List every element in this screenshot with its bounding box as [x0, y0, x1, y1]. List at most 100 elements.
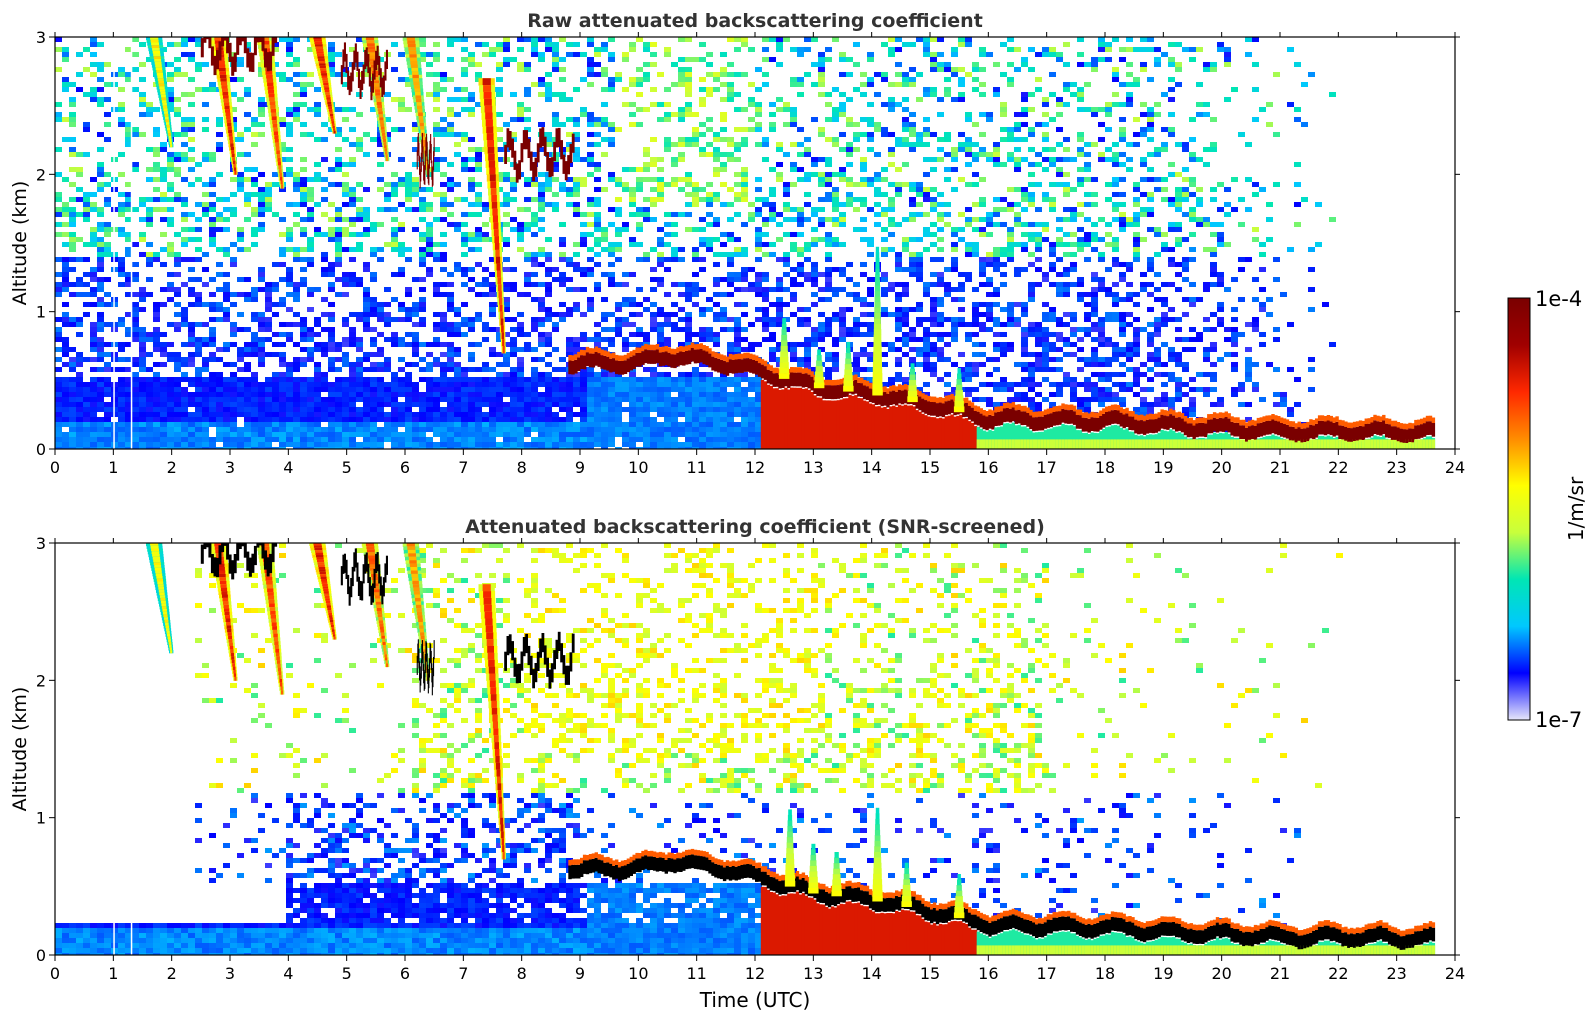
backscatter-cell [55, 102, 62, 107]
backscatter-cell [265, 437, 272, 442]
backscatter-cell [132, 392, 139, 397]
backscatter-cell [440, 407, 447, 412]
backscatter-cell [202, 422, 209, 427]
backscatter-cell [965, 182, 972, 187]
backscatter-cell [559, 97, 566, 102]
backscatter-cell [769, 112, 776, 117]
backscatter-cell [321, 257, 328, 262]
backscatter-cell [923, 282, 930, 287]
backscatter-cell [230, 377, 237, 382]
backscatter-cell [650, 322, 657, 327]
backscatter-cell [790, 217, 797, 222]
backscatter-cell [139, 297, 146, 302]
backscatter-cell [650, 217, 657, 222]
backscatter-cell [720, 292, 727, 297]
backscatter-cell [552, 367, 559, 372]
backscatter-cell [454, 97, 461, 102]
backscatter-cell [202, 407, 209, 412]
backscatter-cell [895, 267, 902, 272]
backscatter-cell [727, 252, 734, 257]
backscatter-cell [587, 377, 594, 382]
backscatter-cell [608, 437, 615, 442]
backscatter-cell [776, 307, 783, 312]
backscatter-cell [503, 332, 510, 337]
backscatter-cell [846, 97, 853, 102]
backscatter-cell [608, 262, 615, 267]
backscatter-cell [258, 402, 265, 407]
backscatter-cell [811, 212, 818, 217]
backscatter-cell [692, 437, 699, 442]
backscatter-cell [727, 62, 734, 67]
backscatter-cell [132, 292, 139, 297]
backscatter-cell [321, 377, 328, 382]
backscatter-cell [349, 157, 356, 162]
backscatter-cell [636, 392, 643, 397]
backscatter-cell [69, 442, 76, 447]
backscatter-cell [125, 412, 132, 417]
backscatter-cell [90, 52, 97, 57]
backscatter-cell [601, 387, 608, 392]
backscatter-cell [650, 397, 657, 402]
backscatter-cell [118, 212, 125, 217]
backscatter-cell [566, 42, 573, 47]
backscatter-cell [223, 432, 230, 437]
backscatter-cell [209, 372, 216, 377]
backscatter-cell [146, 222, 153, 227]
backscatter-cell [825, 177, 832, 182]
backscatter-cell [384, 387, 391, 392]
backscatter-cell [881, 362, 888, 367]
backscatter-cell [447, 302, 454, 307]
backscatter-cell [405, 192, 412, 197]
backscatter-cell [139, 402, 146, 407]
backscatter-cell [167, 62, 174, 67]
backscatter-cell [349, 272, 356, 277]
backscatter-cell [356, 277, 363, 282]
backscatter-cell [223, 317, 230, 322]
backscatter-cell [713, 282, 720, 287]
backscatter-cell [62, 417, 69, 422]
backscatter-cell [363, 387, 370, 392]
backscatter-cell [685, 192, 692, 197]
backscatter-cell [125, 442, 132, 447]
backscatter-cell [125, 402, 132, 407]
backscatter-cell [321, 402, 328, 407]
backscatter-cell [139, 342, 146, 347]
backscatter-cell [286, 47, 293, 52]
backscatter-cell [468, 422, 475, 427]
backscatter-cell [461, 267, 468, 272]
backscatter-cell [538, 187, 545, 192]
backscatter-cell [216, 317, 223, 322]
backscatter-cell [713, 222, 720, 227]
backscatter-cell [769, 202, 776, 207]
backscatter-cell [720, 412, 727, 417]
backscatter-cell [895, 37, 902, 42]
backscatter-cell [237, 62, 244, 67]
backscatter-cell [748, 402, 755, 407]
backscatter-cell [132, 397, 139, 402]
backscatter-cell [356, 412, 363, 417]
backscatter-cell [916, 277, 923, 282]
backscatter-cell [132, 357, 139, 362]
backscatter-cell [104, 232, 111, 237]
backscatter-cell [349, 397, 356, 402]
backscatter-cell [720, 162, 727, 167]
backscatter-cell [678, 432, 685, 437]
backscatter-cell [867, 357, 874, 362]
backscatter-cell [90, 387, 97, 392]
backscatter-cell [916, 352, 923, 357]
backscatter-cell [860, 312, 867, 317]
backscatter-cell [566, 192, 573, 197]
backscatter-cell [363, 187, 370, 192]
backscatter-cell [510, 367, 517, 372]
backscatter-cell [748, 397, 755, 402]
backscatter-cell [832, 107, 839, 112]
backscatter-cell [538, 317, 545, 322]
backscatter-cell [825, 267, 832, 272]
backscatter-cell [440, 172, 447, 177]
backscatter-cell [125, 122, 132, 127]
backscatter-cell [153, 387, 160, 392]
backscatter-cell [622, 347, 629, 352]
backscatter-cell [202, 357, 209, 362]
backscatter-cell [174, 302, 181, 307]
backscatter-cell [188, 277, 195, 282]
